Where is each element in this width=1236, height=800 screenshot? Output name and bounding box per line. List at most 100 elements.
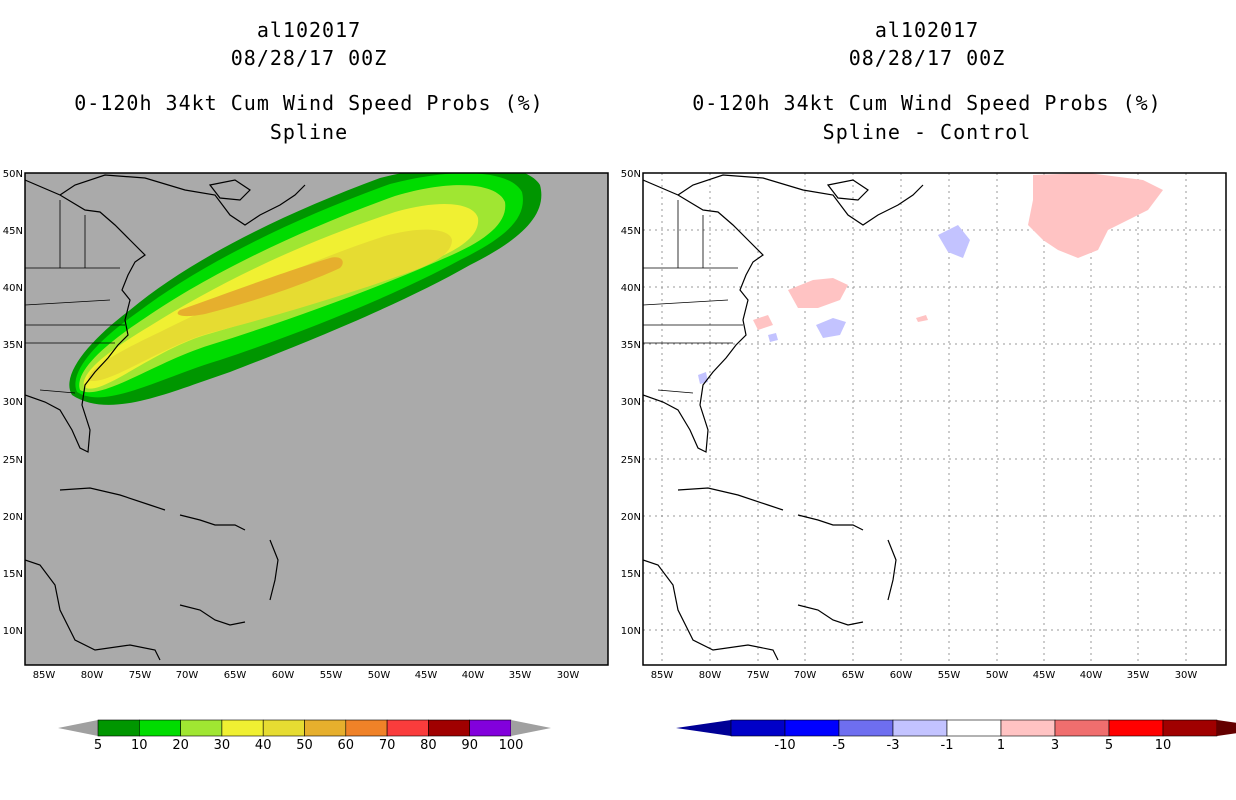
coastlines	[643, 174, 924, 661]
lon-label: 30W	[557, 670, 580, 681]
colorbar-label: 70	[379, 738, 396, 753]
colorbar-label: 10	[131, 738, 148, 753]
lat-label: 10N	[621, 626, 641, 637]
colorbar-label: 30	[214, 738, 231, 753]
probability-map: 50N 45N 40N 35N 30N 25N 20N 15N 10N 85W 80W 75W 70W…	[3, 169, 609, 753]
lon-label: 40W	[1080, 670, 1103, 681]
colorbar-label: 80	[420, 738, 437, 753]
lat-label: 15N	[3, 569, 23, 580]
map-title: 0-120h 34kt Cum Wind Speed Probs (%)	[74, 91, 544, 115]
lon-label: 30W	[1175, 670, 1198, 681]
lat-label: 40N	[3, 283, 23, 294]
colorbar-label: 5	[94, 738, 102, 753]
lon-label: 35W	[509, 670, 532, 681]
colorbar-label: 100	[499, 738, 524, 753]
colorbar-swatch	[428, 719, 470, 737]
gridlines	[643, 173, 1226, 665]
colorbar-label: 10	[1155, 738, 1172, 753]
colorbar-label: 90	[461, 738, 478, 753]
colorbar-label: -5	[833, 738, 846, 753]
lon-label: 85W	[33, 670, 56, 681]
colorbar-swatch	[1054, 719, 1110, 737]
colorbar-swatch	[386, 719, 429, 737]
colorbar-label: 50	[296, 738, 313, 753]
lon-axis-labels: 85W 80W 75W 70W 65W 60W 55W 50W 45W 40W 35W 30W	[651, 670, 1198, 681]
lon-label: 80W	[699, 670, 722, 681]
colorbar-low-triangle	[676, 720, 731, 736]
colorbar-label: 40	[255, 738, 272, 753]
lon-label: 40W	[462, 670, 485, 681]
state-borders	[25, 200, 125, 394]
lon-label: 80W	[81, 670, 104, 681]
lon-label: 55W	[320, 670, 343, 681]
difference-map: 50N 45N 40N 35N 30N 25N 20N 15N 10N 85W 80W 75W 70W…	[621, 169, 1236, 753]
lon-label: 55W	[938, 670, 961, 681]
lat-label: 35N	[621, 340, 641, 351]
colorbar-swatch	[262, 719, 305, 737]
colorbar-label: -1	[941, 738, 954, 753]
colorbar-label: -10	[774, 738, 795, 753]
colorbar-swatch	[345, 719, 388, 737]
difference-patches	[698, 173, 1163, 384]
lon-label: 45W	[1033, 670, 1056, 681]
lon-label: 35W	[1127, 670, 1150, 681]
lat-label: 30N	[621, 397, 641, 408]
colorbar-high-triangle	[511, 720, 551, 736]
colorbar-label: 60	[338, 738, 355, 753]
left-panel: al102017 08/28/17 00Z 0-120h 34kt Cum Wi…	[3, 18, 609, 753]
colorbar-swatch	[892, 719, 948, 737]
storm-id: al102017	[256, 18, 362, 42]
lon-label: 60W	[890, 670, 913, 681]
colorbar-swatch	[784, 719, 840, 737]
colorbar-swatch	[946, 719, 1002, 737]
colorbar-swatch	[838, 719, 894, 737]
coastlines	[25, 174, 306, 661]
lon-label: 75W	[747, 670, 770, 681]
colorbar-swatch	[97, 719, 140, 737]
colorbar: -10 -5 -3 -1 1 3 5 10	[676, 719, 1236, 753]
lat-label: 45N	[3, 226, 23, 237]
lat-label: 30N	[3, 397, 23, 408]
lat-label: 45N	[621, 226, 641, 237]
colorbar-swatch	[180, 719, 223, 737]
colorbar-swatch	[221, 719, 264, 737]
colorbar: 5 10 20 30 40 50 60 70 80 90 100	[58, 719, 551, 753]
colorbar-swatch	[1000, 719, 1056, 737]
map-subtitle: Spline - Control	[822, 120, 1032, 144]
lon-label: 65W	[842, 670, 865, 681]
lat-axis-labels: 50N 45N 40N 35N 30N 25N 20N 15N 10N	[3, 169, 23, 637]
forecast-datetime: 08/28/17 00Z	[230, 46, 388, 70]
colorbar-low-triangle	[58, 720, 98, 736]
colorbar-label: 20	[172, 738, 189, 753]
storm-id: al102017	[874, 18, 980, 42]
colorbar-label: -3	[887, 738, 900, 753]
colorbar-swatch	[469, 719, 512, 737]
map-subtitle: Spline	[269, 120, 349, 144]
colorbar-swatch	[304, 719, 347, 737]
lat-axis-labels: 50N 45N 40N 35N 30N 25N 20N 15N 10N	[621, 169, 641, 637]
probability-swath	[69, 173, 542, 405]
colorbar-label: 1	[997, 738, 1005, 753]
lon-label: 45W	[415, 670, 438, 681]
right-panel: al102017 08/28/17 00Z 0-120h 34kt Cum Wi…	[618, 0, 1236, 800]
map-background	[643, 173, 1226, 665]
colorbar-swatch	[1162, 719, 1218, 737]
lat-label: 50N	[3, 169, 23, 180]
lon-label: 70W	[794, 670, 817, 681]
lon-label: 60W	[272, 670, 295, 681]
colorbar-swatch	[139, 719, 181, 737]
lon-axis-labels: 85W 80W 75W 70W 65W 60W 55W 50W 45W 40W 35W 30W	[33, 670, 580, 681]
state-borders	[643, 200, 743, 394]
colorbar-label: 5	[1105, 738, 1113, 753]
colorbar-swatch	[1108, 719, 1164, 737]
lat-label: 15N	[621, 569, 641, 580]
lon-label: 50W	[986, 670, 1009, 681]
colorbar-high-triangle	[1217, 720, 1236, 736]
colorbar-swatch	[730, 719, 786, 737]
lat-label: 50N	[621, 169, 641, 180]
lat-label: 40N	[621, 283, 641, 294]
colorbar-label: 3	[1051, 738, 1059, 753]
lon-label: 75W	[129, 670, 152, 681]
lon-label: 85W	[651, 670, 674, 681]
lon-label: 65W	[224, 670, 247, 681]
